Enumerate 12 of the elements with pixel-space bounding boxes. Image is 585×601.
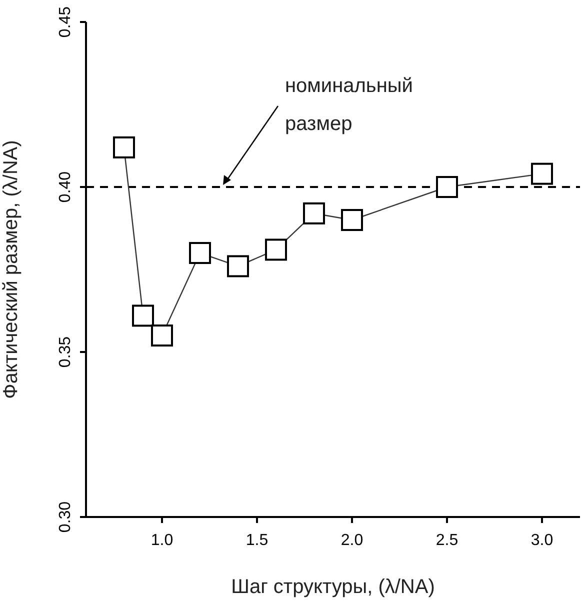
y-tick-label: 0.45 [57, 6, 74, 38]
y-tick-label: 0.40 [57, 171, 74, 203]
annotation: номинальный размер [285, 75, 413, 135]
x-tick-label: 2.0 [340, 532, 364, 549]
x-tick-label: 3.0 [530, 532, 554, 549]
x-tick-label: 1.5 [246, 532, 268, 549]
y-tick-label: 0.35 [57, 336, 74, 368]
x-tick-label: 1.0 [150, 532, 174, 549]
y-axis-title: Фактический размер, (λ/NA) [0, 140, 22, 399]
x-tick-label: 2.5 [436, 532, 458, 549]
y-tick-label: 0.30 [57, 501, 74, 533]
x-axis-title: Шаг структуры, (λ/NA) [231, 576, 435, 598]
